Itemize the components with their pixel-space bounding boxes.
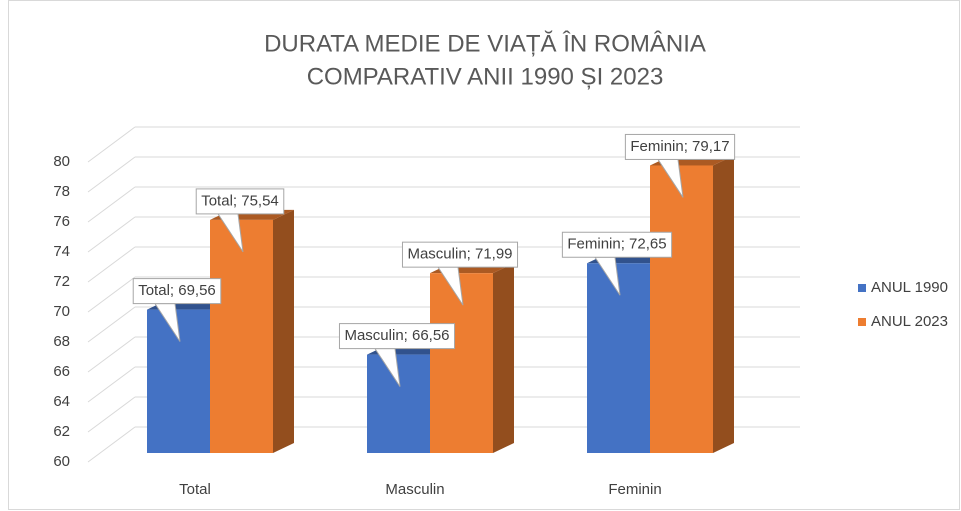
- grid-line: [87, 276, 136, 313]
- y-tick-label: 66: [53, 363, 70, 380]
- grid-line: [87, 126, 136, 163]
- callout-box: [132, 278, 222, 305]
- grid-line: [87, 426, 136, 463]
- y-tick-label: 80: [53, 153, 70, 170]
- y-tick-label: 72: [53, 273, 70, 290]
- bar: [367, 354, 430, 453]
- data-label: Masculin; 66,56: [344, 327, 449, 344]
- data-label: Total; 75,54: [201, 192, 279, 209]
- bar-side: [493, 263, 514, 453]
- y-tick-label: 76: [53, 213, 70, 230]
- bar: [650, 165, 713, 453]
- grid-line: [87, 216, 136, 253]
- grid-line: [87, 186, 136, 223]
- data-label: Feminin; 72,65: [567, 236, 666, 253]
- y-tick-label: 68: [53, 333, 70, 350]
- x-tick-label: Feminin: [608, 481, 661, 498]
- callout-box: [624, 133, 736, 160]
- bar: [210, 219, 273, 453]
- y-tick-label: 60: [53, 453, 70, 470]
- grid-line: [87, 306, 136, 343]
- y-tick-label: 62: [53, 423, 70, 440]
- y-tick-label: 70: [53, 303, 70, 320]
- grid-line: [87, 366, 136, 403]
- chart-title: DURATA MEDIE DE VIAȚĂ ÎN ROMÂNIA: [264, 30, 706, 57]
- callout-box: [338, 323, 456, 350]
- x-tick-label: Total: [179, 481, 211, 498]
- y-tick-label: 78: [53, 183, 70, 200]
- bar: [587, 263, 650, 453]
- bar-side: [273, 209, 294, 453]
- callout-box: [401, 241, 519, 268]
- grid-line: [87, 246, 136, 283]
- callout-box: [195, 188, 285, 215]
- grid-line: [87, 396, 136, 433]
- callout-box: [561, 231, 673, 258]
- legend-label: ANUL 1990: [871, 279, 948, 296]
- legend-swatch: [858, 284, 866, 292]
- legend-swatch: [858, 318, 866, 326]
- chart-subtitle: COMPARATIV ANII 1990 ȘI 2023: [307, 63, 664, 90]
- grid-line: [87, 156, 136, 193]
- data-label: Masculin; 71,99: [407, 246, 512, 263]
- bar-side: [713, 155, 734, 453]
- data-label: Total; 69,56: [138, 282, 216, 299]
- x-tick-label: Masculin: [385, 481, 444, 498]
- grid-line: [87, 336, 136, 373]
- data-label: Feminin; 79,17: [630, 138, 729, 155]
- legend-label: ANUL 2023: [871, 313, 948, 330]
- y-tick-label: 64: [53, 393, 70, 410]
- y-tick-label: 74: [53, 243, 70, 260]
